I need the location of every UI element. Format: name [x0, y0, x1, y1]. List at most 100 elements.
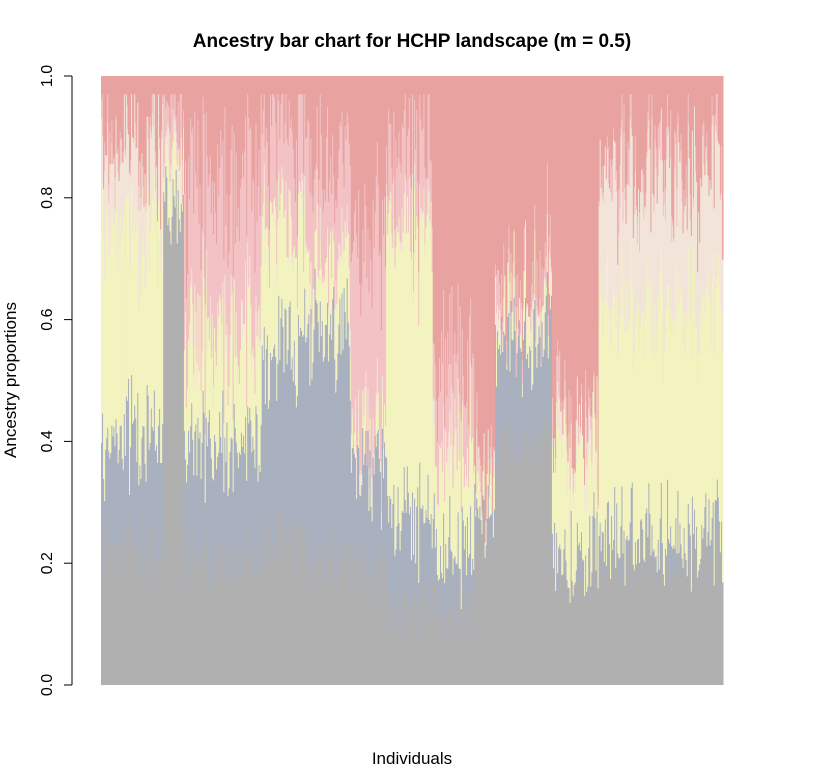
bar-segment-cluster-4: [281, 166, 283, 194]
bar-segment-cluster-5: [557, 340, 559, 382]
bar-segment-cluster-1: [235, 582, 238, 685]
bar-segment-cluster-2: [607, 501, 610, 557]
bar-segment-cluster-2: [678, 553, 680, 580]
bar-segment-cluster-6: [416, 76, 418, 110]
bar-segment-cluster-5: [374, 212, 377, 436]
bar-segment-cluster-2: [205, 418, 208, 525]
bar-segment-cluster-3: [607, 307, 610, 502]
bar-segment-cluster-5: [313, 179, 316, 290]
bar-segment-cluster-1: [542, 438, 545, 685]
bar-segment-cluster-3: [720, 301, 723, 522]
bar-segment-cluster-1: [147, 529, 150, 685]
bar-segment-cluster-4: [604, 146, 607, 265]
bar-segment-cluster-3: [109, 230, 111, 459]
bar-segment-cluster-3: [198, 371, 200, 439]
bar-segment-cluster-1: [453, 598, 456, 685]
bar-segment-cluster-1: [263, 524, 266, 685]
bar-segment-cluster-1: [649, 541, 651, 685]
bar-segment-cluster-2: [213, 434, 216, 545]
bar-segment-cluster-1: [131, 520, 133, 685]
bar-segment-cluster-2: [109, 458, 111, 560]
bar-segment-cluster-3: [489, 474, 492, 516]
bar-segment-cluster-4: [685, 198, 688, 311]
bar-segment-cluster-2: [447, 568, 449, 611]
bar-segment-cluster-6: [408, 76, 411, 99]
bar-segment-cluster-1: [459, 595, 462, 685]
bar-segment-cluster-1: [530, 438, 532, 685]
bar-segment-cluster-6: [354, 76, 357, 201]
bar-segment-cluster-5: [647, 111, 649, 131]
bar-segment-cluster-1: [311, 583, 313, 685]
bar-segment-cluster-3: [357, 442, 359, 445]
bar-segment-cluster-6: [475, 76, 477, 493]
bar-segment-cluster-5: [455, 362, 458, 429]
bar-segment-cluster-2: [449, 495, 451, 577]
bar-segment-cluster-6: [648, 76, 650, 95]
bar-segment-cluster-6: [611, 76, 613, 167]
bar-segment-cluster-3: [144, 288, 147, 464]
bar-segment-cluster-6: [520, 76, 523, 304]
bar-segment-cluster-5: [184, 161, 187, 313]
bar-segment-cluster-3: [703, 296, 705, 529]
bar-segment-cluster-4: [114, 209, 117, 261]
bar-segment-cluster-3: [562, 434, 564, 575]
bar-segment-cluster-3: [494, 276, 497, 325]
bar-segment-cluster-4: [246, 406, 248, 409]
bar-segment-cluster-3: [465, 485, 468, 576]
bar-segment-cluster-6: [533, 76, 535, 295]
bar-segment-cluster-3: [483, 464, 486, 500]
bar-segment-cluster-1: [321, 580, 324, 685]
bar-segment-cluster-2: [311, 379, 313, 584]
bar-segment-cluster-5: [530, 308, 532, 332]
bar-segment-cluster-5: [317, 204, 320, 277]
bar-segment-cluster-6: [421, 76, 423, 131]
bar-segment-cluster-1: [423, 637, 425, 685]
bar-segment-cluster-3: [235, 340, 238, 443]
bar-segment-cluster-2: [641, 519, 643, 568]
bar-segment-cluster-4: [184, 312, 187, 330]
bar-segment-cluster-2: [650, 555, 652, 582]
bar-segment-cluster-3: [524, 236, 527, 298]
bar-segment-cluster-1: [614, 544, 616, 685]
bar-segment-cluster-5: [429, 159, 432, 221]
bar-segment-cluster-1: [623, 530, 626, 685]
bar-segment-cluster-2: [446, 568, 448, 615]
bar-segment-cluster-4: [174, 120, 177, 137]
bar-segment-cluster-5: [177, 102, 180, 151]
bar-segment-cluster-1: [491, 547, 494, 685]
bar-segment-cluster-2: [552, 568, 555, 597]
bar-segment-cluster-5: [677, 113, 679, 123]
bar-segment-cluster-5: [166, 101, 168, 131]
bar-segment-cluster-6: [453, 76, 456, 354]
bar-segment-cluster-5: [282, 94, 284, 179]
bar-segment-cluster-2: [693, 509, 696, 523]
bar-segment-cluster-3: [448, 474, 450, 538]
bar-segment-cluster-3: [337, 270, 339, 354]
bar-segment-cluster-5: [624, 187, 627, 201]
bar-segment-cluster-6: [134, 76, 136, 95]
bar-segment-cluster-3: [134, 206, 136, 406]
bar-segment-cluster-2: [399, 550, 402, 637]
bar-segment-cluster-5: [612, 159, 614, 203]
bar-segment-cluster-1: [353, 552, 356, 685]
bar-segment-cluster-3: [117, 272, 120, 464]
bar-segment-cluster-6: [117, 76, 120, 148]
bar-segment-cluster-1: [690, 591, 693, 685]
bar-segment-cluster-4: [580, 396, 583, 403]
bar-segment-cluster-1: [599, 544, 602, 685]
bar-segment-cluster-2: [441, 572, 443, 606]
bar-segment-cluster-5: [443, 290, 445, 406]
bar-segment-cluster-2: [216, 469, 218, 583]
bar-segment-cluster-4: [628, 185, 631, 325]
bar-segment-cluster-2: [370, 506, 373, 575]
bar-segment-cluster-4: [139, 162, 141, 265]
bar-segment-cluster-2: [672, 548, 674, 579]
bar-segment-cluster-3: [232, 420, 235, 493]
bar-segment-cluster-3: [572, 501, 575, 596]
bar-segment-cluster-3: [218, 317, 220, 453]
bar-segment-cluster-3: [184, 329, 187, 460]
bar-segment-cluster-2: [336, 380, 338, 583]
bar-segment-cluster-5: [274, 97, 276, 198]
bar-segment-cluster-6: [358, 76, 360, 190]
bar-segment-cluster-5: [460, 421, 463, 512]
